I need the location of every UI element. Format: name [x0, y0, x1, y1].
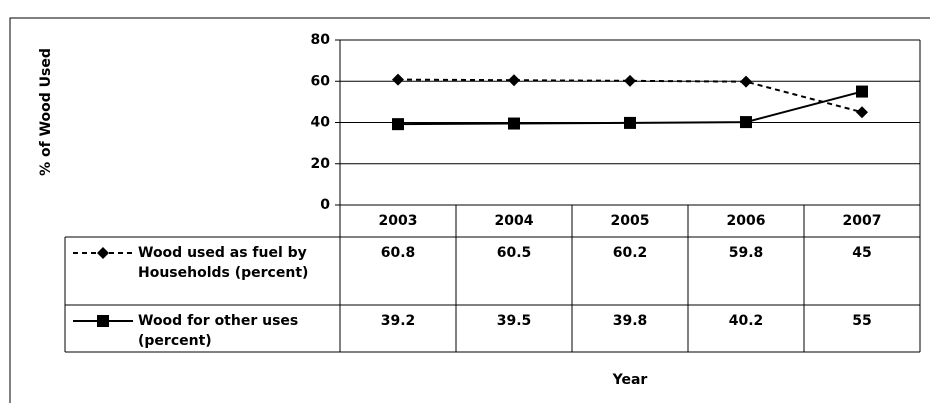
table-value: 40.2 — [729, 313, 764, 329]
y-tick-label: 80 — [311, 32, 331, 48]
table-value: 39.2 — [381, 313, 416, 329]
marker — [392, 73, 404, 86]
x-tick-label: 2007 — [843, 213, 882, 229]
table-value: 60.5 — [497, 245, 532, 261]
table-value: 39.8 — [613, 313, 648, 329]
x-tick-label: 2005 — [611, 213, 650, 229]
table-value: 59.8 — [729, 245, 764, 261]
legend-label: Wood used as fuel by Households (percent… — [138, 245, 309, 281]
table-value: 55 — [852, 313, 871, 329]
marker — [624, 74, 636, 87]
y-axis-label: % of Wood Used — [38, 48, 54, 176]
marker — [508, 74, 520, 87]
y-tick-label: 0 — [320, 197, 330, 213]
marker — [508, 117, 520, 130]
table-value: 45 — [852, 245, 871, 261]
marker — [97, 315, 109, 327]
marker — [97, 247, 109, 259]
y-tick-label: 60 — [311, 73, 331, 89]
marker — [392, 118, 404, 131]
x-tick-label: 2004 — [495, 213, 534, 229]
table-value: 60.8 — [381, 245, 416, 261]
marker — [856, 85, 868, 98]
y-tick-label: 20 — [311, 156, 331, 172]
y-tick-label: 40 — [311, 115, 331, 131]
x-axis-label: Year — [612, 372, 648, 388]
legend-label: Wood for other uses (percent) — [138, 313, 299, 349]
frame — [9, 17, 930, 403]
marker — [624, 116, 636, 129]
table-value: 60.2 — [613, 245, 648, 261]
x-tick-label: 2006 — [727, 213, 766, 229]
table-value: 39.5 — [497, 313, 532, 329]
marker — [740, 75, 752, 88]
marker — [740, 116, 752, 129]
line — [397, 78, 863, 114]
marker — [856, 106, 868, 119]
x-tick-label: 2003 — [379, 213, 418, 229]
